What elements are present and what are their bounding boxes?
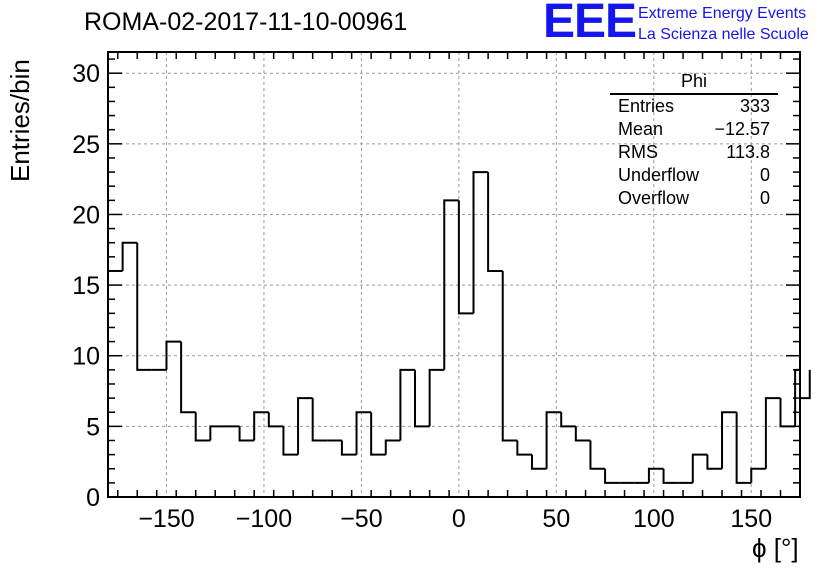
histogram-bin [472,171,489,314]
x-tick-label: 0 [452,505,466,533]
stats-value: 0 [759,165,770,185]
histogram-bin [443,199,459,370]
stats-label: Mean [618,119,664,139]
y-tick-label: 30 [72,60,100,88]
histogram-bin [311,398,328,442]
axis-tick-labels: −150 −100 −50 0 50 100 150 0 5 10 15 20 25 30 [72,60,772,533]
eee-logo: EEE [543,0,637,48]
stats-box: Phi Entries 333 Mean −12.57 RMS 113.8 Un… [610,70,778,210]
y-axis-label: Entries/bin [5,59,35,182]
histogram-bin [340,440,357,456]
stats-value: 0 [759,188,770,208]
histogram-bin [800,369,811,400]
stats-label: Underflow [618,165,700,185]
histogram-bin [604,468,620,484]
axis-ticks [108,52,801,498]
stats-title: Phi [680,71,707,91]
stats-label: Entries [618,96,675,116]
histogram-bin [662,468,679,484]
stats-value: 333 [739,96,770,116]
histogram-bin [121,241,138,271]
y-tick-label: 20 [72,201,100,229]
plot-frame [107,51,801,498]
histogram-bin [370,412,386,456]
histogram-bin [282,426,299,456]
histogram-bin [355,411,372,455]
plot-title: ROMA-02-2017-11-10-00961 [84,8,408,36]
logo-line-2: La Scienza nelle Scuole [638,26,809,43]
histogram-bin [428,368,445,427]
histogram-bin [267,412,284,428]
stats-value: 113.8 [726,142,770,162]
histogram-bin [589,440,606,470]
histogram-bin [414,369,430,428]
grid-lines [108,52,800,497]
histogram-bin [706,454,723,470]
histogram-bin [764,397,781,469]
stats-row-rms: RMS 113.8 [610,141,778,164]
histogram-bin [574,426,591,442]
histogram-bin [691,453,708,483]
stats-row-entries: Entries 333 [610,95,778,118]
histogram-bin [530,454,547,470]
histogram-bin [647,467,664,483]
histogram-bin [457,200,474,315]
stats-label: RMS [618,142,658,162]
histogram-bin [735,412,752,484]
stats-row-mean: Mean −12.57 [610,118,778,141]
stats-label: Overflow [618,188,690,208]
histogram-bin [180,341,196,414]
histogram-bin [136,242,152,371]
x-tick-label: 50 [542,505,570,533]
histogram-bin [750,467,766,483]
x-tick-label: 100 [633,505,675,533]
stats-row-underflow: Underflow 0 [610,164,778,187]
logo-line-1: Extreme Energy Events [638,5,807,22]
histogram-bin [779,398,796,428]
stats-row-overflow: Overflow 0 [610,187,778,210]
histogram-bin [560,412,576,428]
histogram-bin [384,439,401,455]
x-tick-label: −100 [236,505,292,533]
logo-caption: Extreme Energy Events La Scienza nelle S… [638,3,809,45]
histogram-bin [194,412,211,442]
histogram-bin [721,411,737,469]
stats-divider [610,93,778,95]
x-tick-label: 150 [730,505,772,533]
y-tick-label: 15 [72,272,100,300]
histogram-bin [516,440,532,456]
histogram-bin [238,426,255,442]
histogram-bin [165,340,182,370]
y-tick-label: 25 [72,131,100,159]
y-tick-label: 10 [72,343,100,371]
x-tick-label: −50 [340,505,382,533]
histogram-bin [501,270,518,442]
histogram-bin [209,425,225,441]
axes-frame [107,51,801,498]
histogram-bin [253,411,269,441]
histogram-steps [108,171,811,484]
histogram-bin [545,411,562,469]
histogram-bin [399,368,416,441]
y-tick-label: 5 [86,413,100,441]
histogram-bin [297,397,313,455]
y-tick-label: 0 [86,484,100,512]
histogram-bin [487,172,503,272]
stats-value: −12.57 [714,119,770,139]
x-tick-label: −150 [138,505,194,533]
x-axis-label: ϕ [°] [752,533,799,563]
